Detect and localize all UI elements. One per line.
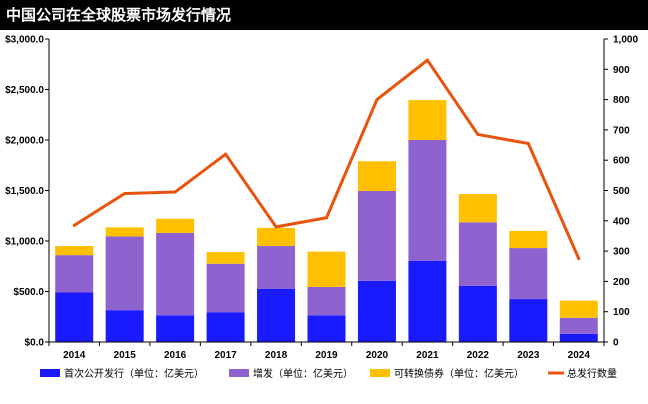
bar-2022-series1 <box>458 222 497 286</box>
y-left-tick-label: $3,000.0 <box>5 35 44 46</box>
x-tick-label-2016: 2016 <box>164 350 187 361</box>
bar-2016-series1 <box>156 232 195 316</box>
bar-2016-series2 <box>156 218 195 233</box>
x-tick-label-2020: 2020 <box>366 350 389 361</box>
bar-2021-series2 <box>408 100 447 140</box>
line-point-2018 <box>274 225 278 229</box>
bar-2024-series0 <box>559 333 598 342</box>
bar-2020-series1 <box>357 191 396 281</box>
legend-label-2: 可转换债券（单位：亿美元） <box>394 367 524 380</box>
bar-2022-series2 <box>458 194 497 223</box>
bar-2018-series1 <box>257 246 296 289</box>
y-left-tick-label: $2,500.0 <box>5 85 44 96</box>
line-layer <box>72 58 581 261</box>
bar-2016-series0 <box>156 315 195 342</box>
bar-2019-series2 <box>307 251 346 287</box>
y-right-tick-label: 600 <box>613 156 630 167</box>
x-tick-label-2015: 2015 <box>114 350 137 361</box>
line-point-2022 <box>476 132 480 136</box>
line-point-2016 <box>173 190 177 194</box>
bar-2022-series0 <box>458 285 497 342</box>
bar-2014-series0 <box>55 292 94 342</box>
bar-2017-series1 <box>206 263 245 313</box>
total-count-line <box>73 58 581 260</box>
line-point-2019 <box>325 216 328 220</box>
y-right-tick-label: 500 <box>613 186 630 197</box>
y-right-tick-label: 700 <box>613 125 630 136</box>
x-tick-label-2024: 2024 <box>568 350 591 361</box>
y-left-tick-label: $1,500.0 <box>5 186 44 197</box>
legend-swatch-1 <box>229 369 249 377</box>
y-left-tick-label: $2,000.0 <box>5 136 44 147</box>
y-right-tick-label: 200 <box>613 277 630 288</box>
x-tick-label-2014: 2014 <box>63 350 86 361</box>
x-tick-label-2021: 2021 <box>416 350 439 361</box>
bar-2023-series0 <box>509 299 548 342</box>
x-tick-label-2019: 2019 <box>315 350 338 361</box>
y-right-tick-label: 100 <box>613 307 630 318</box>
bar-2020-series2 <box>357 161 396 192</box>
legend-label-0: 首次公开发行（单位：亿美元） <box>64 367 204 380</box>
y-right-tick-label: 900 <box>613 65 630 76</box>
line-point-2020 <box>375 98 379 102</box>
line-point-2014 <box>72 223 76 227</box>
line-point-2017 <box>224 152 228 156</box>
legend-label-1: 增发（单位：亿美元） <box>253 367 353 380</box>
legend-swatch-2 <box>370 369 390 377</box>
legend-label-3: 总发行数量 <box>567 367 617 380</box>
bar-2014-series2 <box>55 246 94 256</box>
y-right-tick-label: 1,000 <box>613 35 638 46</box>
y-right-tick-label: 400 <box>613 216 630 227</box>
x-tick-label-2022: 2022 <box>467 350 490 361</box>
x-tick-label-2017: 2017 <box>214 350 237 361</box>
y-left-tick-label: $0.0 <box>25 338 45 349</box>
line-point-2023 <box>526 142 530 146</box>
axes-layer: $0.0 $500.0 $1,000.0 $1,500.0 $2,000.0 $2,500… <box>5 35 638 362</box>
bar-2019-series0 <box>307 315 346 342</box>
bar-2014-series1 <box>55 255 94 293</box>
bar-2021-series1 <box>408 140 447 261</box>
bar-2017-series0 <box>206 312 245 342</box>
bar-2023-series2 <box>509 230 548 249</box>
chart-title: 中国公司在全球股票市场发行情况 <box>0 0 648 30</box>
y-right-tick-label: 300 <box>613 247 630 258</box>
x-tick-label-2018: 2018 <box>265 350 288 361</box>
bar-2020-series0 <box>357 280 396 342</box>
bar-2018-series2 <box>257 227 296 247</box>
y-right-tick-label: 0 <box>613 338 619 349</box>
line-point-2015 <box>123 192 127 196</box>
bar-2015-series0 <box>105 310 144 342</box>
legend-swatch-0 <box>40 369 60 377</box>
line-point-2021 <box>425 58 429 62</box>
line-point-2024 <box>577 257 581 261</box>
y-left-tick-label: $500.0 <box>13 287 44 298</box>
bar-2021-series0 <box>408 260 447 342</box>
bar-2024-series1 <box>559 317 598 334</box>
y-left-tick-label: $1,000.0 <box>5 237 44 248</box>
bar-2023-series1 <box>509 248 548 300</box>
bar-2019-series1 <box>307 286 346 316</box>
bar-2024-series2 <box>559 300 598 318</box>
legend: 首次公开发行（单位：亿美元） 增发（单位：亿美元） 可转换债券（单位：亿美元） 总发行… <box>40 367 617 380</box>
bar-2015-series2 <box>105 227 144 237</box>
x-tick-label-2023: 2023 <box>517 350 540 361</box>
bar-2018-series0 <box>257 288 296 342</box>
bar-2017-series2 <box>206 252 245 264</box>
y-right-tick-label: 800 <box>613 95 630 106</box>
bars-layer <box>55 100 598 342</box>
bar-2015-series1 <box>105 236 144 311</box>
